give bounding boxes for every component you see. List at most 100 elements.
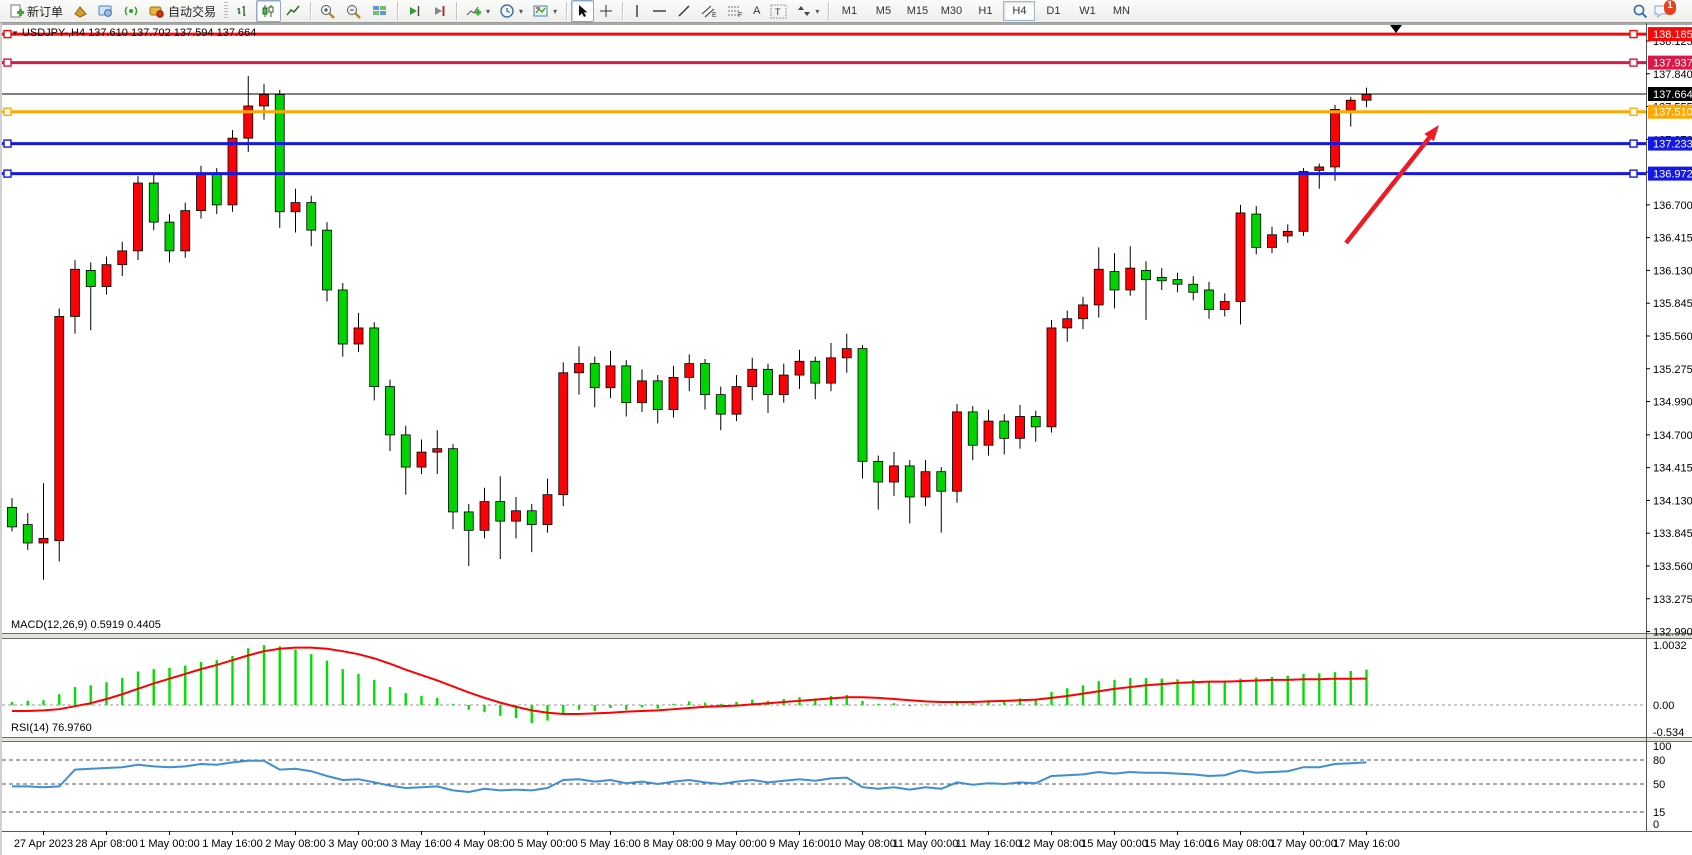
indicators-button[interactable]: ▾	[461, 0, 495, 22]
arrows-tool-icon	[798, 6, 811, 16]
timeframe-button-d1[interactable]: D1	[1046, 5, 1061, 17]
candle-bullish	[1046, 327, 1057, 428]
candle-bullish	[574, 363, 584, 374]
time-tick-label: 2 May 08:00	[265, 838, 326, 850]
line-handle[interactable]	[3, 139, 12, 148]
price-tick-label: 133.560	[1653, 561, 1692, 573]
trend-arrow-head[interactable]	[1424, 125, 1439, 142]
candle-bearish	[1156, 276, 1167, 282]
line-handle[interactable]	[3, 107, 12, 116]
templates-button[interactable]: ▾	[528, 0, 562, 22]
line-handle[interactable]	[3, 58, 12, 67]
signal-button[interactable]	[119, 0, 144, 22]
timeframe-button-m1[interactable]: M1	[841, 5, 858, 17]
terminal-button[interactable]	[93, 0, 119, 22]
auto-scroll-button[interactable]	[402, 0, 427, 22]
chart-canvas[interactable]: 138.125137.840137.555137.270136.985136.7…	[2, 23, 1692, 855]
candle-chart-type-button[interactable]	[256, 0, 282, 22]
candle-bullish	[1267, 234, 1277, 248]
equidistant-channel-tool-button[interactable]: E	[696, 0, 722, 22]
candle-bullish	[1330, 109, 1340, 168]
macd-signal-line	[12, 646, 1367, 715]
time-tick-label: 9 May 00:00	[706, 838, 767, 850]
text-label-tool-button[interactable]: T	[765, 0, 792, 22]
terminal-icon	[98, 5, 112, 17]
timeframe-button-h1[interactable]: H1	[978, 5, 993, 17]
candle-bearish	[495, 501, 506, 522]
line-handle[interactable]	[1629, 58, 1638, 67]
timeframe-button-m15[interactable]: M15	[906, 5, 929, 17]
candle-bullish	[353, 327, 364, 345]
zoom-in-button[interactable]	[315, 0, 341, 22]
trendline-tool-button[interactable]	[672, 0, 696, 22]
new-order-label: 新订单	[27, 4, 64, 19]
line-handle[interactable]	[1629, 139, 1638, 148]
candle-bullish	[54, 316, 65, 542]
toolbar-grip	[224, 2, 229, 20]
chart-shift-button[interactable]	[427, 0, 452, 22]
cursor-tool-button[interactable]	[571, 0, 595, 22]
chart-window[interactable]: 138.125137.840137.555137.270136.985136.7…	[0, 23, 1692, 855]
timeframe-group: M1 M5 M15 M30 H1 H4 D1 W1 MN	[833, 1, 1137, 21]
timeframe-button-m5[interactable]: M5	[875, 5, 892, 17]
templates-icon	[533, 5, 548, 17]
panel-separator[interactable]	[2, 633, 1692, 639]
new-order-button[interactable]: 新订单	[4, 0, 68, 22]
panel-separator[interactable]	[2, 737, 1692, 742]
price-tick-label: 134.700	[1653, 430, 1692, 442]
fibonacci-tool-button[interactable]: F	[722, 0, 748, 22]
tile-windows-button[interactable]	[367, 0, 393, 22]
vertical-line-tool-button[interactable]	[627, 0, 647, 22]
trendline-icon	[678, 5, 690, 17]
periods-button[interactable]: ▾	[495, 0, 528, 22]
search-icon[interactable]	[1632, 3, 1648, 19]
line-handle[interactable]	[1629, 169, 1638, 178]
line-chart-icon	[286, 5, 300, 16]
price-badge	[1648, 166, 1692, 181]
line-chart-type-button[interactable]	[281, 0, 306, 22]
price-tick-label: 135.275	[1653, 364, 1692, 376]
macd-scale-label: 1.0032	[1653, 640, 1687, 652]
triangle-marker[interactable]	[1390, 25, 1402, 33]
price-tick-label: 134.415	[1653, 463, 1692, 475]
price-badge-label: 138.185	[1653, 29, 1692, 41]
crosshair-tool-button[interactable]	[594, 0, 618, 22]
candle-bullish	[605, 365, 616, 389]
market-watch-button[interactable]	[68, 0, 93, 22]
candle-bullish	[952, 411, 962, 492]
time-tick-label: 4 May 08:00	[454, 838, 515, 850]
main-toolbar: 新订单 自动交易	[0, 0, 1692, 23]
timeframe-button-h4[interactable]: H4	[1003, 1, 1036, 21]
candle-bullish	[259, 94, 269, 107]
line-handle[interactable]	[1629, 29, 1638, 39]
trend-arrow-shaft[interactable]	[1344, 131, 1435, 245]
line-handle[interactable]	[1629, 107, 1638, 116]
symbol-dropdown-icon[interactable]: ▼	[11, 29, 19, 38]
timeframe-button-w1[interactable]: W1	[1079, 5, 1096, 17]
price-tick-label: 136.130	[1653, 265, 1692, 277]
crosshair-icon	[600, 5, 613, 17]
candle-bullish	[731, 386, 742, 415]
time-tick-label: 11 May 00:00	[893, 838, 959, 850]
candle-bullish	[668, 376, 679, 410]
rsi-scale-label: 50	[1653, 779, 1665, 791]
timeframe-button-m30[interactable]: M30	[940, 5, 963, 17]
zoom-out-button[interactable]	[341, 0, 367, 22]
rsi-scale-label: 15	[1653, 807, 1665, 819]
autotrade-button[interactable]: 自动交易	[144, 0, 221, 22]
notifications-button[interactable]: 1	[1654, 0, 1682, 19]
line-handle[interactable]	[3, 29, 12, 39]
candle-bearish	[385, 386, 395, 436]
candle-bearish	[7, 506, 17, 528]
horizontal-line-tool-button[interactable]	[647, 0, 672, 22]
candle-bearish	[967, 411, 978, 446]
rsi-indicator-label: RSI(14) 76.9760	[11, 722, 92, 734]
text-tool-button[interactable]: A	[748, 0, 765, 22]
bar-chart-type-button[interactable]	[231, 0, 256, 22]
line-handle[interactable]	[3, 169, 12, 178]
arrows-tool-button[interactable]: ▾	[792, 0, 824, 22]
channel-icon: E	[701, 5, 717, 18]
timeframe-button-mn[interactable]: MN	[1112, 5, 1130, 17]
candle-bearish	[22, 524, 33, 544]
rsi-scale-label: 80	[1653, 755, 1665, 767]
